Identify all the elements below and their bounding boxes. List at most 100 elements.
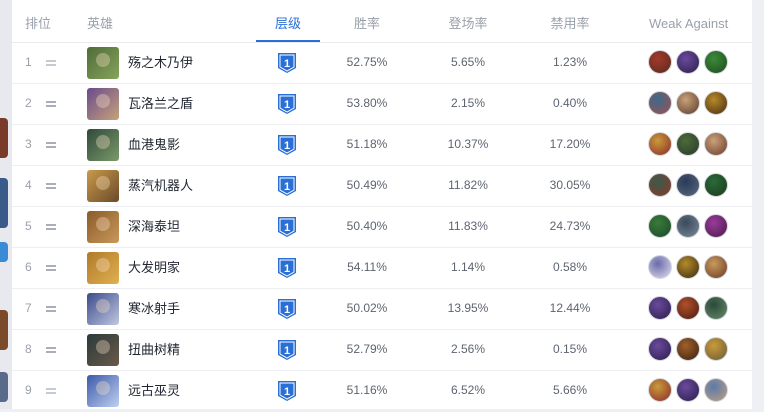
side-thumb-2[interactable] [0, 178, 8, 228]
rank-trend-icon [46, 347, 56, 353]
hero-avatar[interactable] [87, 88, 119, 120]
header-win-rate[interactable]: 胜率 [353, 16, 380, 31]
tier-badge-icon: 1 [277, 52, 297, 74]
weak-against-hero-icon[interactable] [704, 173, 728, 197]
header-rank[interactable]: 排位 [25, 16, 52, 31]
weak-against-hero-icon[interactable] [676, 378, 700, 402]
weak-against-hero-icon[interactable] [704, 91, 728, 115]
weak-against-hero-icon[interactable] [648, 214, 672, 238]
tier-badge-icon: 1 [277, 175, 297, 197]
weak-against-hero-icon[interactable] [704, 378, 728, 402]
weak-against-hero-icon[interactable] [676, 214, 700, 238]
side-thumb-5[interactable] [0, 372, 8, 402]
ban-rate: 0.40% [552, 96, 588, 110]
weak-against-hero-icon[interactable] [704, 337, 728, 361]
header-tier[interactable]: 层级 [274, 16, 301, 31]
table-header: 排位 英雄 层级 胜率 登场率 禁用率 Weak Against [12, 8, 752, 43]
side-thumb-1[interactable] [0, 118, 8, 158]
weak-against-hero-icon[interactable] [676, 296, 700, 320]
side-thumb-4[interactable] [0, 310, 8, 350]
hero-avatar[interactable] [87, 252, 119, 284]
win-rate: 51.18% [346, 137, 388, 151]
pick-rate: 1.14% [450, 260, 486, 274]
tier-value: 1 [284, 263, 290, 275]
hero-name: 蒸汽机器人 [128, 178, 194, 193]
rank-trend-icon [46, 101, 56, 107]
hero-name: 远古巫灵 [128, 383, 181, 398]
active-sort-underline [256, 40, 320, 42]
table-row[interactable]: 2 瓦洛兰之盾 1 53.80% 2.15% 0.40% [12, 83, 752, 125]
table-row[interactable]: 6 大发明家 1 54.11% 1.14% 0.58% [12, 247, 752, 289]
tier-badge-icon: 1 [277, 380, 297, 402]
weak-against-hero-icon[interactable] [704, 132, 728, 156]
table-row[interactable]: 4 蒸汽机器人 1 50.49% 11.82% 30.05% [12, 165, 752, 207]
weak-against-hero-icon[interactable] [704, 50, 728, 74]
hero-avatar[interactable] [87, 170, 119, 202]
table-row[interactable]: 8 扭曲树精 1 52.79% 2.56% 0.15% [12, 329, 752, 371]
hero-name: 寒冰射手 [128, 301, 181, 316]
rank-number: 6 [25, 260, 32, 274]
weak-against-hero-icon[interactable] [676, 173, 700, 197]
weak-against-hero-icon[interactable] [676, 50, 700, 74]
weak-against-hero-icon[interactable] [676, 91, 700, 115]
ban-rate: 1.23% [552, 55, 588, 69]
rank-trend-icon [46, 142, 56, 148]
rank-number: 7 [25, 301, 32, 315]
win-rate: 52.75% [346, 55, 388, 69]
hero-avatar[interactable] [87, 211, 119, 243]
weak-against-hero-icon[interactable] [704, 296, 728, 320]
win-rate: 54.11% [347, 260, 387, 274]
header-hero[interactable]: 英雄 [87, 16, 114, 31]
hero-avatar[interactable] [87, 47, 119, 79]
tier-value: 1 [284, 345, 290, 357]
left-scroll-strip [0, 0, 12, 409]
hero-name: 殇之木乃伊 [128, 55, 194, 70]
hero-name: 大发明家 [128, 260, 181, 275]
tier-list-table: 排位 英雄 层级 胜率 登场率 禁用率 Weak Against 1 殇之木乃伊 1… [12, 0, 752, 412]
ban-rate: 5.66% [552, 383, 588, 397]
tier-value: 1 [284, 304, 290, 316]
weak-against-hero-icon[interactable] [648, 296, 672, 320]
tier-value: 1 [284, 58, 290, 70]
weak-against-hero-icon[interactable] [648, 378, 672, 402]
tier-badge-icon: 1 [277, 257, 297, 279]
rank-number: 5 [25, 219, 32, 233]
ban-rate: 24.73% [549, 219, 591, 233]
pick-rate: 6.52% [450, 383, 486, 397]
rank-trend-icon [46, 388, 56, 394]
weak-against-hero-icon[interactable] [704, 214, 728, 238]
weak-against-hero-icon[interactable] [648, 50, 672, 74]
tier-badge-icon: 1 [277, 134, 297, 156]
weak-against-hero-icon[interactable] [648, 91, 672, 115]
tier-badge-icon: 1 [277, 93, 297, 115]
hero-avatar[interactable] [87, 334, 119, 366]
weak-against-hero-icon[interactable] [704, 255, 728, 279]
weak-against-hero-icon[interactable] [676, 255, 700, 279]
header-weak-against[interactable]: Weak Against [649, 16, 729, 31]
table-row[interactable]: 3 血港鬼影 1 51.18% 10.37% 17.20% [12, 124, 752, 166]
win-rate: 52.79% [346, 342, 388, 356]
hero-avatar[interactable] [87, 293, 119, 325]
hero-avatar[interactable] [87, 375, 119, 407]
header-ban-rate[interactable]: 禁用率 [550, 16, 590, 31]
side-thumb-3[interactable] [0, 242, 8, 262]
weak-against-hero-icon[interactable] [676, 132, 700, 156]
table-row[interactable]: 5 深海泰坦 1 50.40% 11.83% 24.73% [12, 206, 752, 248]
tier-value: 1 [284, 181, 290, 193]
hero-name: 深海泰坦 [128, 219, 181, 234]
weak-against-hero-icon[interactable] [648, 132, 672, 156]
weak-against-hero-icon[interactable] [648, 337, 672, 361]
weak-against-hero-icon[interactable] [648, 173, 672, 197]
tier-badge-icon: 1 [277, 216, 297, 238]
pick-rate: 2.56% [450, 342, 486, 356]
weak-against-hero-icon[interactable] [648, 255, 672, 279]
hero-avatar[interactable] [87, 129, 119, 161]
rank-number: 2 [25, 96, 32, 110]
win-rate: 53.80% [346, 96, 388, 110]
header-pick-rate[interactable]: 登场率 [448, 16, 488, 31]
pick-rate: 5.65% [450, 55, 486, 69]
weak-against-hero-icon[interactable] [676, 337, 700, 361]
table-row[interactable]: 1 殇之木乃伊 1 52.75% 5.65% 1.23% [12, 42, 752, 84]
table-row[interactable]: 7 寒冰射手 1 50.02% 13.95% 12.44% [12, 288, 752, 330]
table-row[interactable]: 9 远古巫灵 1 51.16% 6.52% 5.66% [12, 370, 752, 412]
